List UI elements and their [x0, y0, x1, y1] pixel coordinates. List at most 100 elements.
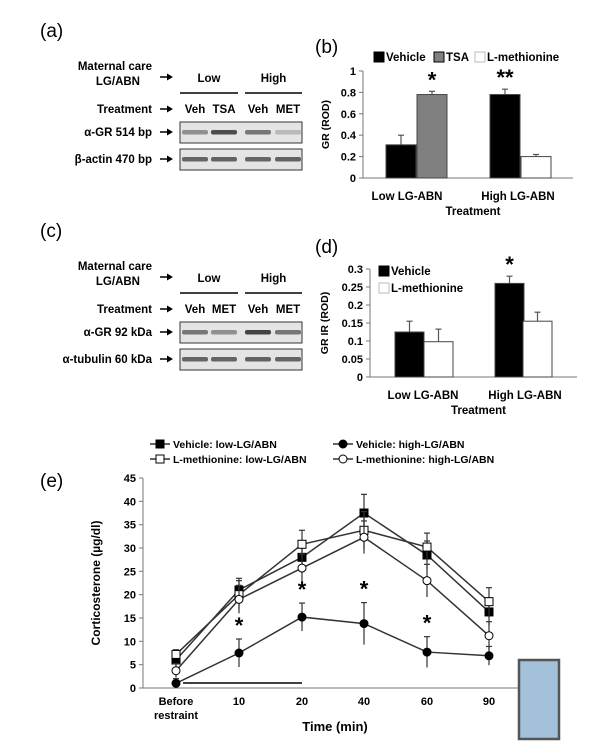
band: [211, 357, 237, 362]
bar-vehicle: [385, 144, 417, 179]
treatment-label: Treatment: [97, 104, 152, 116]
band2-label: α-tubulin 60 kDa: [63, 354, 153, 366]
y-tick-label: 15: [124, 613, 136, 625]
band: [182, 357, 208, 362]
bar-tsa: [416, 94, 448, 179]
category-label: High LG-ABN: [481, 191, 554, 203]
x-axis-label: Treatment: [446, 206, 501, 218]
data-point-l-methionine-high-lg-abn: [422, 576, 432, 586]
x-tick-label: restraint: [154, 710, 198, 722]
lane-label: Veh: [185, 304, 205, 316]
legend-swatch: [378, 282, 390, 294]
legend-swatch: [433, 51, 445, 63]
significance-marker: *: [235, 613, 244, 638]
series-line-vehicle-low-lg-abn: [175, 512, 490, 661]
arrow-band1-head: [167, 128, 173, 136]
x-tick-label: 90: [483, 696, 495, 708]
overlay-box: [517, 658, 561, 741]
series-line-l-methionine-high-lg-abn: [175, 536, 490, 672]
data-point-vehicle-high-lg-abn: [484, 651, 494, 661]
legend-swatch: [373, 51, 385, 63]
legend-label: Vehicle: [386, 52, 426, 64]
y-tick-label: 1: [350, 66, 356, 78]
bar-l-methionine: [520, 156, 552, 179]
y-axis-label: GR (ROD): [320, 100, 332, 149]
band: [211, 330, 237, 335]
band: [245, 357, 271, 362]
y-tick-label: 0.8: [341, 87, 356, 99]
lg-abn-label: LG/ABN: [96, 76, 140, 88]
band: [211, 157, 237, 162]
band: [182, 330, 208, 335]
x-tick-label: 10: [233, 696, 245, 708]
legend-marker: [338, 454, 348, 464]
y-tick-label: 35: [124, 520, 136, 532]
y-tick-label: 10: [124, 636, 136, 648]
data-point-l-methionine-high-lg-abn: [171, 666, 181, 676]
y-tick-label: 25: [124, 566, 136, 578]
significance-marker: *: [428, 67, 437, 92]
band: [275, 157, 301, 162]
band2-blot: [179, 348, 303, 371]
y-tick-label: 0.2: [348, 300, 363, 312]
band: [275, 357, 301, 362]
legend-label: L-methionine: [391, 283, 463, 295]
lane-label: Veh: [185, 104, 205, 116]
significance-marker: **: [496, 65, 514, 90]
band1-blot: [179, 321, 303, 344]
data-point-l-methionine-low-lg-abn: [422, 542, 432, 552]
data-point-vehicle-high-lg-abn: [297, 612, 307, 622]
maternal-care-label: Maternal care: [78, 61, 152, 73]
x-axis-label: Time (min): [302, 719, 368, 734]
band1-label: α-GR 514 bp: [84, 127, 152, 139]
y-tick-label: 0.2: [341, 152, 356, 164]
legend-swatch: [378, 265, 390, 277]
band1-label: α-GR 92 kDa: [84, 327, 153, 339]
lane-label: Veh: [248, 104, 268, 116]
y-tick-label: 0.25: [342, 282, 363, 294]
data-point-l-methionine-low-lg-abn: [171, 649, 181, 659]
data-point-l-methionine-high-lg-abn: [297, 563, 307, 573]
band: [275, 330, 301, 335]
series-line-l-methionine-low-lg-abn: [175, 529, 490, 655]
data-point-l-methionine-high-lg-abn: [359, 532, 369, 542]
band: [245, 330, 271, 335]
x-tick-label: 40: [358, 696, 370, 708]
legend-label: L-methionine: low-LG/ABN: [173, 454, 307, 466]
y-tick-label: 0.15: [342, 318, 363, 330]
band: [245, 157, 271, 162]
maternal-care-label: Maternal care: [78, 261, 152, 273]
y-tick-label: 0: [130, 683, 136, 695]
panel-label-c: (c): [40, 221, 62, 242]
lane-label: MET: [276, 104, 300, 116]
data-point-l-methionine-high-lg-abn: [484, 631, 494, 641]
significance-marker: *: [423, 611, 432, 636]
group-label-high: High: [261, 73, 287, 85]
lane-label: Veh: [248, 304, 268, 316]
legend-marker: [155, 454, 165, 464]
bar-l-methionine: [423, 341, 454, 378]
category-label: Low LG-ABN: [372, 191, 443, 203]
x-tick-label: 60: [421, 696, 433, 708]
y-tick-label: 20: [124, 590, 136, 602]
arrow-treatment-head: [167, 305, 173, 313]
y-axis-label: GR IR (ROD): [319, 292, 331, 354]
arrow-band2-head: [167, 155, 173, 163]
arrow-treatment-head: [167, 105, 173, 113]
lg-abn-label: LG/ABN: [96, 276, 140, 288]
group-label-low: Low: [198, 73, 221, 85]
y-tick-label: 30: [124, 543, 136, 555]
data-point-l-methionine-high-lg-abn: [234, 594, 244, 604]
y-tick-label: 0.05: [342, 354, 363, 366]
band: [245, 130, 271, 135]
category-label: High LG-ABN: [488, 390, 561, 402]
y-axis-label: Corticosterone (µg/dl): [89, 521, 103, 646]
category-label: Low LG-ABN: [388, 390, 459, 402]
band2-label: β-actin 470 bp: [75, 154, 152, 166]
lane-label: TSA: [213, 104, 236, 116]
bar-vehicle: [494, 282, 525, 378]
legend-marker: [338, 439, 348, 449]
y-tick-label: 0.3: [348, 264, 363, 276]
